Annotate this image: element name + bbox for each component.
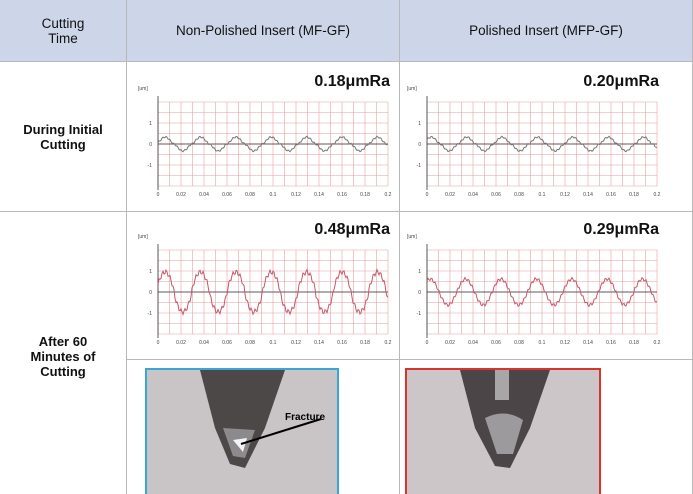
x-tick-label: 0.18 [360,192,370,198]
roughness-value: 0.29μmRa [583,221,659,238]
x-tick-label: 0.02 [445,192,455,198]
profile-plot: 0.48μmRa [um] 1 0 -1 0 0.02 0.04 0.06 0.08 0.1 0.12… [138,221,392,346]
x-tick-label: 0.2 [654,192,661,198]
roughness-value: 0.18μmRa [314,73,390,90]
x-tick-label: 0.18 [629,340,639,346]
row-label: After 60 Minutes of Cutting [0,212,127,494]
x-tick-label: 0.08 [514,192,524,198]
row-label: During Initial Cutting [0,62,127,212]
roughness-value: 0.48μmRa [314,221,390,238]
unit-label: [um] [407,86,417,92]
roughness-value: 0.20μmRa [583,73,659,90]
y-tick-label: -1 [417,163,422,169]
x-tick-label: 0.1 [270,192,277,198]
x-tick-label: 0.06 [222,340,232,346]
unit-label: [um] [407,234,417,240]
cell [127,62,400,212]
photo-polished [405,368,601,494]
profile-plot: 0.18μmRa [um] 1 0 -1 0 0.02 0.04 0.06 0.08 0.1 0.12… [138,73,392,198]
x-tick-label: 0.16 [337,192,347,198]
x-tick-label: 0.1 [270,340,277,346]
unit-label: [um] [138,86,148,92]
y-tick-label: 0 [418,290,421,296]
x-tick-label: 0.2 [385,192,392,198]
profile-line [426,276,658,308]
profile-plot: 0.29μmRa [um] 1 0 -1 0 0.02 0.04 0.06 0.08 0.1 0.12… [407,221,661,346]
x-tick-label: 0.02 [445,340,455,346]
cell [127,360,400,494]
x-tick-label: 0 [426,192,429,198]
x-tick-label: 0.14 [314,192,324,198]
x-tick-label: 0.08 [245,340,255,346]
x-tick-label: 0.12 [560,340,570,346]
header-cell: Polished Insert (MFP-GF) [400,0,693,62]
x-tick-label: 0.04 [468,340,478,346]
x-tick-label: 0.2 [385,340,392,346]
profile-line [426,135,658,153]
x-tick-label: 0.06 [491,340,501,346]
x-tick-label: 0.1 [539,192,546,198]
photo-non-polished: Fracture [145,368,339,494]
unit-label: [um] [138,234,148,240]
y-tick-label: -1 [148,311,153,317]
x-tick-label: 0.06 [491,192,501,198]
x-tick-label: 0.02 [176,340,186,346]
x-tick-label: 0.04 [468,192,478,198]
x-tick-label: 0.04 [199,192,209,198]
x-tick-label: 0.1 [539,340,546,346]
x-tick-label: 0.14 [583,340,593,346]
x-tick-label: 0.16 [606,340,616,346]
x-tick-label: 0 [157,340,160,346]
x-tick-label: 0.14 [314,340,324,346]
x-tick-label: 0.18 [360,340,370,346]
x-tick-label: 0.12 [560,192,570,198]
x-tick-label: 0.18 [629,192,639,198]
x-tick-label: 0.12 [291,192,301,198]
x-tick-label: 0 [426,340,429,346]
y-tick-label: -1 [417,311,422,317]
y-tick-label: 1 [418,121,421,127]
x-tick-label: 0 [157,192,160,198]
y-tick-label: 1 [418,269,421,275]
x-tick-label: 0.14 [583,192,593,198]
y-tick-label: 1 [149,121,152,127]
y-tick-label: 1 [149,269,152,275]
x-tick-label: 0.16 [606,192,616,198]
header-cell: Non-Polished Insert (MF-GF) [127,0,400,62]
profile-plot: 0.20μmRa [um] 1 0 -1 0 0.02 0.04 0.06 0.08 0.1 0.12… [407,73,661,198]
cell [127,212,400,360]
y-tick-label: 0 [149,290,152,296]
profile-line [157,268,389,316]
profile-line [157,135,389,153]
x-tick-label: 0.12 [291,340,301,346]
annotation: Fracture [285,412,325,423]
x-tick-label: 0.2 [654,340,661,346]
y-tick-label: -1 [148,163,153,169]
header-cell: Cutting Time [0,0,127,62]
x-tick-label: 0.16 [337,340,347,346]
y-tick-label: 0 [149,142,152,148]
x-tick-label: 0.08 [514,340,524,346]
x-tick-label: 0.06 [222,192,232,198]
x-tick-label: 0.02 [176,192,186,198]
x-tick-label: 0.08 [245,192,255,198]
y-tick-label: 0 [418,142,421,148]
x-tick-label: 0.04 [199,340,209,346]
